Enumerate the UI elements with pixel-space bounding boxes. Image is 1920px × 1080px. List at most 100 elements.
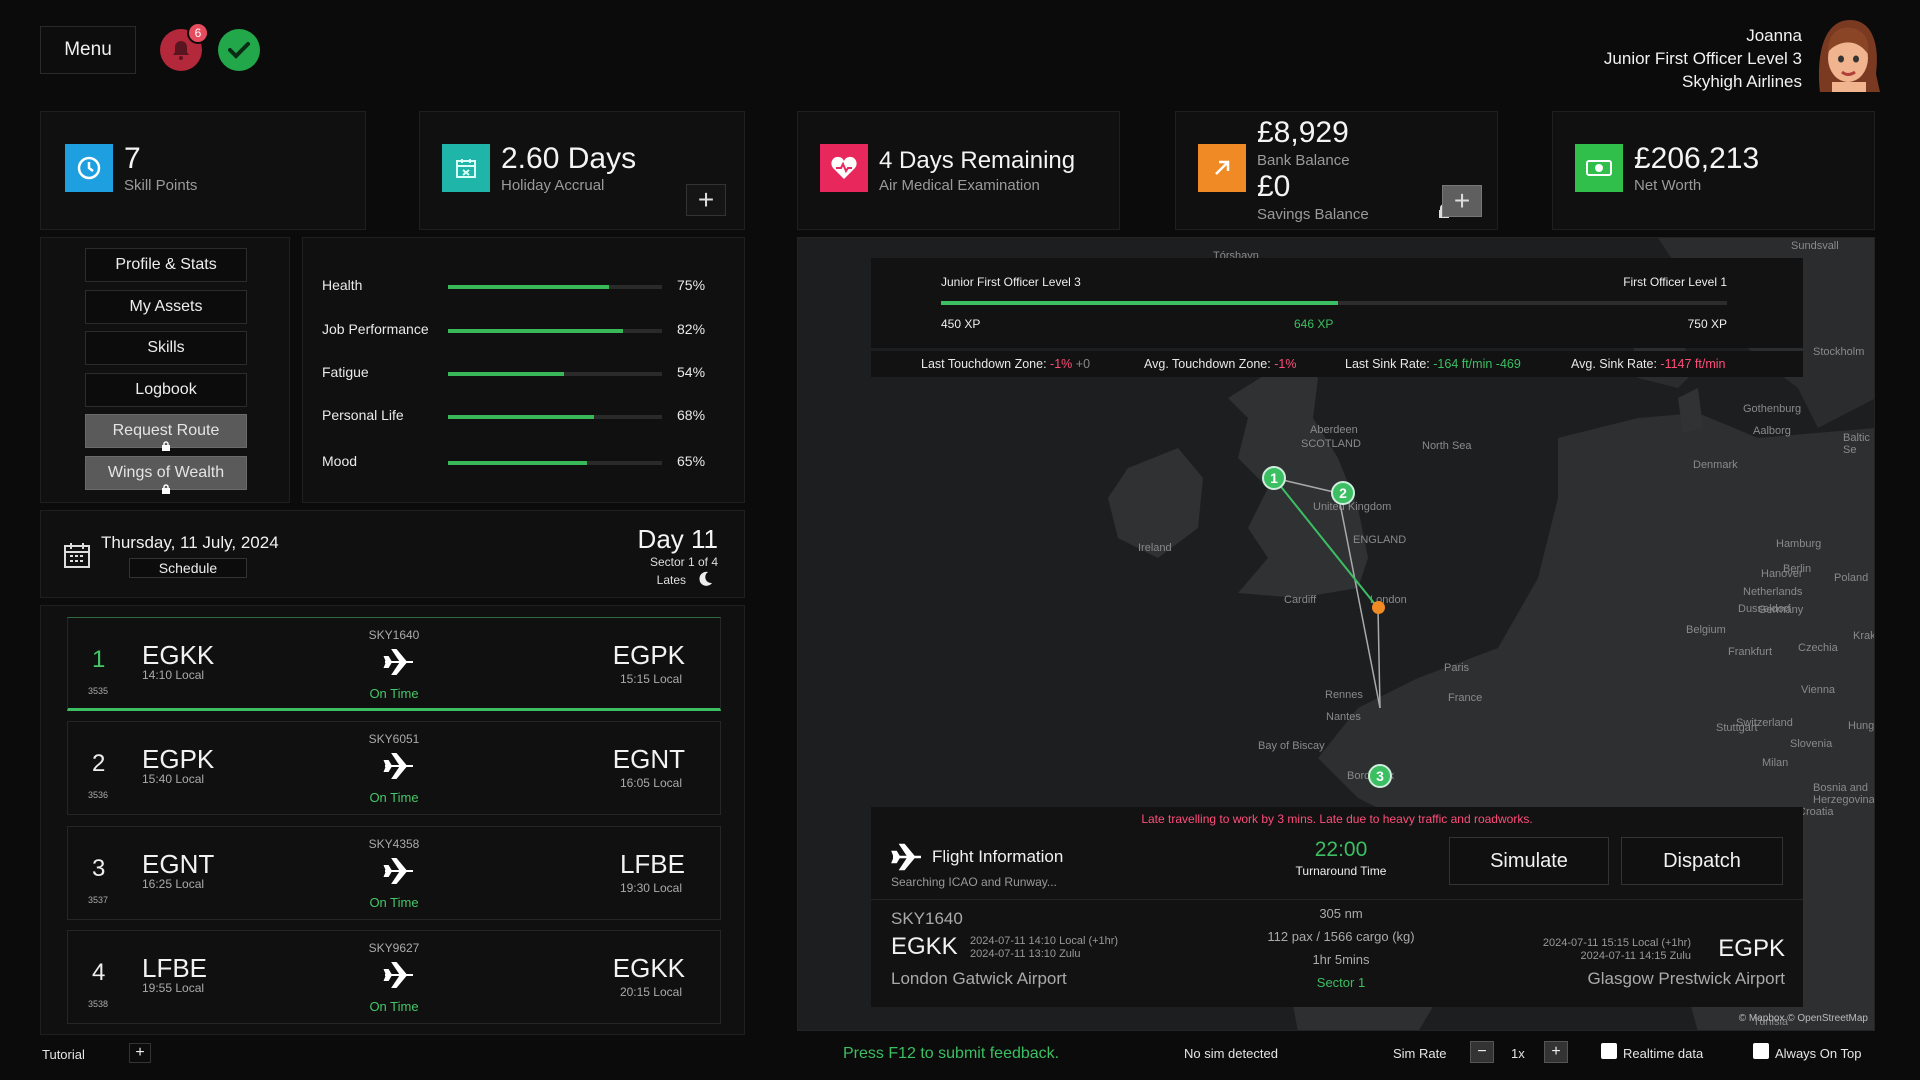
- flight-sector-number: 1: [92, 646, 106, 673]
- flight-code: 3535: [88, 686, 109, 696]
- avatar[interactable]: [1810, 14, 1882, 92]
- plane-icon: [383, 648, 415, 676]
- map-place-label: Poland: [1834, 572, 1869, 584]
- status-ok-button[interactable]: [218, 29, 260, 71]
- flight-sector-number: 4: [92, 959, 106, 986]
- map-place-label: Netherlands: [1743, 586, 1803, 598]
- sim-status: No sim detected: [1184, 1046, 1278, 1061]
- sector-label: Sector 1: [1316, 975, 1366, 990]
- menu-button[interactable]: Menu: [40, 26, 136, 74]
- map-place-label: Milan: [1762, 757, 1789, 769]
- flight-duration: 1hr 5mins: [1312, 952, 1370, 967]
- feedback-hint: Press F12 to submit feedback.: [843, 1045, 1060, 1062]
- stat-bar-fill: [448, 329, 624, 333]
- flight-code: 3538: [88, 999, 109, 1009]
- schedule-button[interactable]: Schedule: [129, 558, 247, 578]
- flight-card[interactable]: 1 3535 EGKK 14:10 Local SKY1640 On Time EGPK 15…: [67, 617, 721, 711]
- user-rank: Junior First Officer Level 3: [1603, 49, 1802, 68]
- flight-code: 3536: [88, 790, 109, 800]
- savings-balance-value: £0: [1257, 170, 1291, 203]
- nav-my-assets[interactable]: My Assets: [85, 290, 247, 324]
- map-place-label: Frankfurt: [1728, 646, 1773, 658]
- map-place-label: SCOTLAND: [1301, 438, 1361, 450]
- stat-value: 75%: [677, 277, 706, 293]
- map-place-label: Dusseldorf: [1738, 603, 1791, 615]
- stat-label: Health: [322, 277, 363, 293]
- arrival-time: 16:05 Local: [619, 776, 682, 790]
- add-holiday-button[interactable]: +: [686, 184, 726, 216]
- balance-card: £8,929 Bank Balance £0 Savings Balance +: [1175, 111, 1498, 230]
- map-place-label: Nantes: [1326, 711, 1361, 723]
- tutorial-add-button[interactable]: +: [129, 1043, 151, 1063]
- arrival-icao: EGPK: [612, 640, 685, 670]
- flight-code: 3537: [88, 895, 109, 905]
- arrival-icao: EGNT: [612, 744, 685, 774]
- map-place-label: Gothenburg: [1743, 403, 1802, 415]
- always-on-top-checkbox[interactable]: [1753, 1043, 1769, 1059]
- stat-label: Fatigue: [322, 364, 369, 380]
- arrival-time: 20:15 Local: [619, 985, 682, 999]
- xp-track: [941, 301, 1727, 305]
- map-place-label: United Kingdom: [1313, 501, 1392, 513]
- add-savings-button[interactable]: +: [1442, 185, 1482, 217]
- dispatch-button[interactable]: Dispatch: [1621, 837, 1783, 885]
- next-rank: First Officer Level 1: [1623, 275, 1727, 289]
- flight-card[interactable]: 4 3538 LFBE 19:55 Local SKY9627 On Time EGKK 20…: [67, 930, 721, 1024]
- nav-skills[interactable]: Skills: [85, 331, 247, 365]
- nav-logbook[interactable]: Logbook: [85, 373, 247, 407]
- avg-touchdown-zone: Avg. Touchdown Zone: -1%: [1144, 357, 1297, 371]
- waypoint-marker[interactable]: 1: [1262, 466, 1286, 490]
- flight-status: On Time: [369, 999, 419, 1014]
- money-icon: [1575, 144, 1623, 192]
- flight-sector-number: 2: [92, 750, 106, 777]
- waypoint-marker[interactable]: 3: [1368, 764, 1392, 788]
- route-map[interactable]: Tórshavn Sundsvall Stockholm Gothenburg Aalb…: [797, 237, 1875, 1031]
- flight-card[interactable]: 2 3536 EGPK 15:40 Local SKY6051 On Time EGNT 16…: [67, 721, 721, 815]
- payload: 112 pax / 1566 cargo (kg): [1267, 929, 1415, 944]
- plane-icon: [383, 752, 415, 780]
- map-place-label: Denmark: [1693, 459, 1738, 471]
- savings-balance-label: Savings Balance: [1257, 206, 1369, 223]
- map-place-label: Germany: [1758, 604, 1804, 616]
- holiday-card: 2.60 Days Holiday Accrual +: [419, 111, 745, 230]
- nav-profile-stats[interactable]: Profile & Stats: [85, 248, 247, 282]
- user-name: Joanna: [1746, 26, 1802, 45]
- arrival-airport-name: Glasgow Prestwick Airport: [1587, 969, 1785, 988]
- stat-bar-track: [448, 285, 662, 289]
- flight-info-panel: Late travelling to work by 3 mins. Late …: [871, 807, 1803, 1007]
- sim-rate-increase-button[interactable]: +: [1544, 1041, 1568, 1063]
- map-place-label: Ireland: [1138, 542, 1172, 554]
- stat-bar-fill: [448, 285, 609, 289]
- xp-min: 450 XP: [941, 317, 981, 331]
- departure-time: 16:25 Local: [142, 877, 205, 891]
- map-place-label: Sundsvall: [1791, 240, 1839, 252]
- stat-label: Mood: [322, 453, 358, 469]
- map-place-label: Baltic Se: [1843, 432, 1870, 456]
- waypoint-marker[interactable]: 2: [1331, 481, 1355, 505]
- sim-rate-label: Sim Rate: [1393, 1046, 1447, 1061]
- skill-points-card: 7 Skill Points: [40, 111, 366, 230]
- current-rank: Junior First Officer Level 3: [941, 275, 1081, 289]
- simulate-button[interactable]: Simulate: [1449, 837, 1609, 885]
- map-place-label: Aberdeen: [1310, 424, 1358, 436]
- stat-label: Job Performance: [322, 321, 429, 337]
- map-place-label: Berlin: [1783, 563, 1812, 575]
- map-attribution[interactable]: © Mapbox © OpenStreetMap: [1738, 1013, 1868, 1024]
- tutorial-label[interactable]: Tutorial: [42, 1047, 85, 1062]
- sim-rate-decrease-button[interactable]: −: [1470, 1041, 1494, 1063]
- flight-card[interactable]: 3 3537 EGNT 16:25 Local SKY4358 On Time LFBE 19…: [67, 826, 721, 920]
- user-airline: Skyhigh Airlines: [1681, 72, 1802, 91]
- stat-label: Personal Life: [322, 407, 404, 423]
- map-place-label: Hamburg: [1776, 538, 1822, 550]
- realtime-data-checkbox[interactable]: [1601, 1043, 1617, 1059]
- aircraft-position-marker: [1372, 601, 1385, 614]
- always-on-top-label: Always On Top: [1775, 1046, 1862, 1061]
- last-sink-rate: Last Sink Rate: -164 ft/min -469: [1345, 357, 1521, 371]
- stat-bar-track: [448, 415, 662, 419]
- turnaround-label: Turnaround Time: [1295, 864, 1387, 878]
- wellbeing-panel: [302, 237, 745, 503]
- arrival-icao: EGPK: [1718, 935, 1785, 962]
- stat-bar-track: [448, 461, 662, 465]
- holiday-label: Holiday Accrual: [501, 177, 605, 194]
- flight-status: On Time: [369, 790, 419, 805]
